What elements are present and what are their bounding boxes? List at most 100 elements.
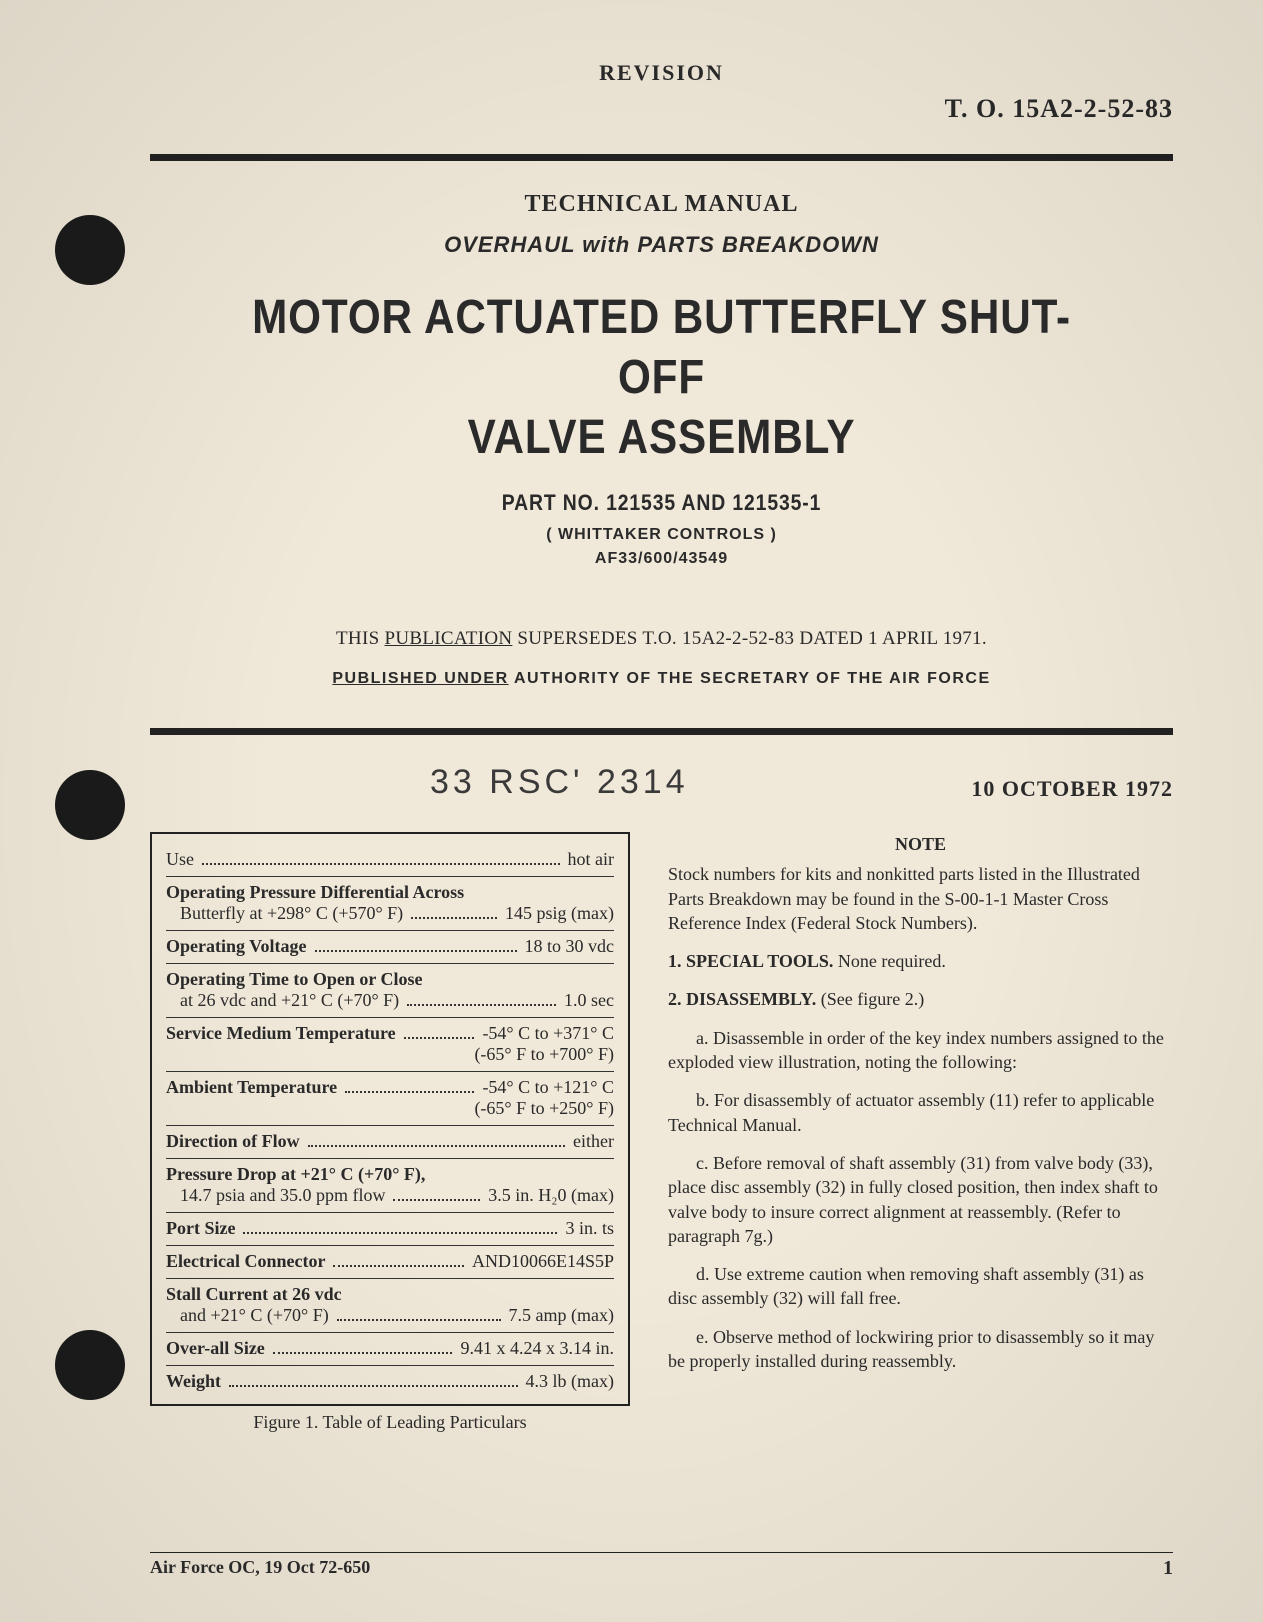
spec-label: Operating Time to Open or Close (166, 969, 423, 989)
spec-row: Operating Pressure Differential AcrossBu… (166, 877, 614, 931)
revision-label: REVISION (150, 60, 1173, 86)
supersedes-note: THIS PUBLICATION SUPERSEDES T.O. 15A2-2-… (150, 628, 1173, 650)
publication-date: 10 OCTOBER 1972 (971, 776, 1173, 802)
punch-hole (55, 770, 125, 840)
leader-dots (229, 1385, 518, 1387)
spec-sublabel: Butterfly at +298° C (+570° F) (166, 903, 403, 924)
main-title: MOTOR ACTUATED BUTTERFLY SHUT-OFF VALVE … (211, 288, 1111, 468)
rsc-stamp: 33 RSC' 2314 (430, 763, 689, 802)
divider (150, 154, 1173, 161)
spec-row: Electrical Connector AND10066E14S5P (166, 1246, 614, 1279)
main-title-line2: VALVE ASSEMBLY (468, 411, 856, 464)
leader-dots (407, 1004, 556, 1006)
punch-hole (55, 1330, 125, 1400)
spec-value: 18 to 30 vdc (525, 936, 615, 957)
paragraph-a: a. Disassemble in order of the key index… (668, 1026, 1173, 1075)
section-number: 1. (668, 951, 682, 971)
spec-label: Operating Voltage (166, 936, 307, 957)
page-footer: Air Force OC, 19 Oct 72-650 1 (150, 1552, 1173, 1580)
leader-dots (273, 1352, 453, 1354)
divider (150, 728, 1173, 735)
text: PUBLICATION (385, 628, 513, 649)
technical-manual-label: TECHNICAL MANUAL (150, 191, 1173, 218)
left-column: Usehot airOperating Pressure Differentia… (150, 832, 630, 1433)
spec-row: Operating Time to Open or Closeat 26 vdc… (166, 964, 614, 1018)
note-heading: NOTE (668, 832, 1173, 856)
spec-value-secondary: (-65° F to +700° F) (166, 1044, 614, 1065)
right-column: NOTE Stock numbers for kits and nonkitte… (668, 832, 1173, 1387)
spec-sublabel: at 26 vdc and +21° C (+70° F) (166, 990, 399, 1011)
spec-label: Weight (166, 1371, 221, 1392)
leader-dots (243, 1232, 557, 1234)
leader-dots (315, 950, 517, 952)
section-title: DISASSEMBLY. (686, 989, 816, 1009)
spec-row: Ambient Temperature-54° C to +121° C(-65… (166, 1072, 614, 1126)
spec-value: 7.5 amp (max) (509, 1305, 614, 1326)
to-number: T. O. 15A2-2-52-83 (150, 94, 1173, 124)
text: AUTHORITY OF THE SECRETARY OF THE AIR FO… (509, 670, 991, 687)
leader-dots (202, 863, 560, 865)
spec-value: 145 psig (max) (505, 903, 614, 924)
spec-label: Direction of Flow (166, 1131, 300, 1152)
af-code: AF33/600/43549 (150, 550, 1173, 568)
spec-value: -54° C to +371° C (482, 1023, 614, 1044)
paragraph-e: e. Observe method of lockwiring prior to… (668, 1325, 1173, 1374)
spec-row: Over-all Size 9.41 x 4.24 x 3.14 in. (166, 1333, 614, 1366)
footer-left: Air Force OC, 19 Oct 72-650 (150, 1557, 370, 1580)
spec-sublabel: and +21° C (+70° F) (166, 1305, 329, 1326)
paragraph-b: b. For disassembly of actuator assembly … (668, 1088, 1173, 1137)
spec-label: Ambient Temperature (166, 1077, 337, 1098)
part-number: PART NO. 121535 AND 121535-1 (211, 490, 1111, 516)
title-block: TECHNICAL MANUAL OVERHAUL with PARTS BRE… (150, 161, 1173, 728)
spec-row: Usehot air (166, 844, 614, 877)
spec-value: 9.41 x 4.24 x 3.14 in. (460, 1338, 614, 1359)
leader-dots (404, 1037, 475, 1039)
spec-row: Operating Voltage 18 to 30 vdc (166, 931, 614, 964)
page-number: 1 (1163, 1557, 1173, 1580)
spec-value: 4.3 lb (max) (526, 1371, 614, 1392)
spec-value: 1.0 sec (564, 990, 614, 1011)
spec-row: Direction of Flow either (166, 1126, 614, 1159)
spec-label: Service Medium Temperature (166, 1023, 396, 1044)
spec-label: Electrical Connector (166, 1251, 325, 1272)
content-columns: Usehot airOperating Pressure Differentia… (150, 832, 1173, 1433)
specifications-table: Usehot airOperating Pressure Differentia… (150, 832, 630, 1406)
manufacturer: ( WHITTAKER CONTROLS ) (150, 526, 1173, 544)
spec-label: Operating Pressure Differential Across (166, 882, 464, 902)
leader-dots (345, 1091, 474, 1093)
leader-dots (411, 917, 497, 919)
section-title: SPECIAL TOOLS. (686, 951, 833, 971)
section-body: (See figure 2.) (816, 989, 924, 1009)
note-body: Stock numbers for kits and nonkitted par… (668, 862, 1173, 935)
spec-label: Stall Current at 26 vdc (166, 1284, 342, 1304)
spec-value: AND10066E14S5P (472, 1251, 614, 1272)
spec-value: 3.5 in. H₂0 (max) (488, 1185, 614, 1206)
spec-sublabel: 14.7 psia and 35.0 ppm flow (166, 1185, 385, 1206)
spec-label: Over-all Size (166, 1338, 265, 1359)
text: SUPERSEDES T.O. 15A2-2-52-83 DATED 1 APR… (512, 628, 987, 649)
spec-row: Service Medium Temperature -54° C to +371… (166, 1018, 614, 1072)
overhaul-subtitle: OVERHAUL with PARTS BREAKDOWN (150, 232, 1173, 258)
spec-value: either (573, 1131, 614, 1152)
authority-line: PUBLISHED UNDER AUTHORITY OF THE SECRETA… (150, 670, 1173, 688)
section-disassembly: 2. DISASSEMBLY. (See figure 2.) (668, 987, 1173, 1011)
text: PUBLISHED UNDER (332, 670, 508, 687)
leader-dots (393, 1199, 480, 1201)
spec-value: hot air (568, 849, 615, 870)
spec-row: Weight 4.3 lb (max) (166, 1366, 614, 1398)
spec-row: Port Size3 in. ts (166, 1213, 614, 1246)
main-title-line1: MOTOR ACTUATED BUTTERFLY SHUT-OFF (252, 291, 1071, 404)
leader-dots (333, 1265, 464, 1267)
section-number: 2. (668, 989, 682, 1009)
figure-caption: Figure 1. Table of Leading Particulars (150, 1412, 630, 1433)
section-body: None required. (833, 951, 945, 971)
page: REVISION T. O. 15A2-2-52-83 TECHNICAL MA… (0, 0, 1263, 1622)
spec-value: -54° C to +121° C (482, 1077, 614, 1098)
paragraph-d: d. Use extreme caution when removing sha… (668, 1262, 1173, 1311)
paragraph-c: c. Before removal of shaft assembly (31)… (668, 1151, 1173, 1248)
spec-row: Stall Current at 26 vdcand +21° C (+70° … (166, 1279, 614, 1333)
leader-dots (337, 1319, 501, 1321)
spec-label: Port Size (166, 1218, 235, 1239)
spec-label: Pressure Drop at +21° C (+70° F), (166, 1164, 425, 1184)
punch-hole (55, 215, 125, 285)
